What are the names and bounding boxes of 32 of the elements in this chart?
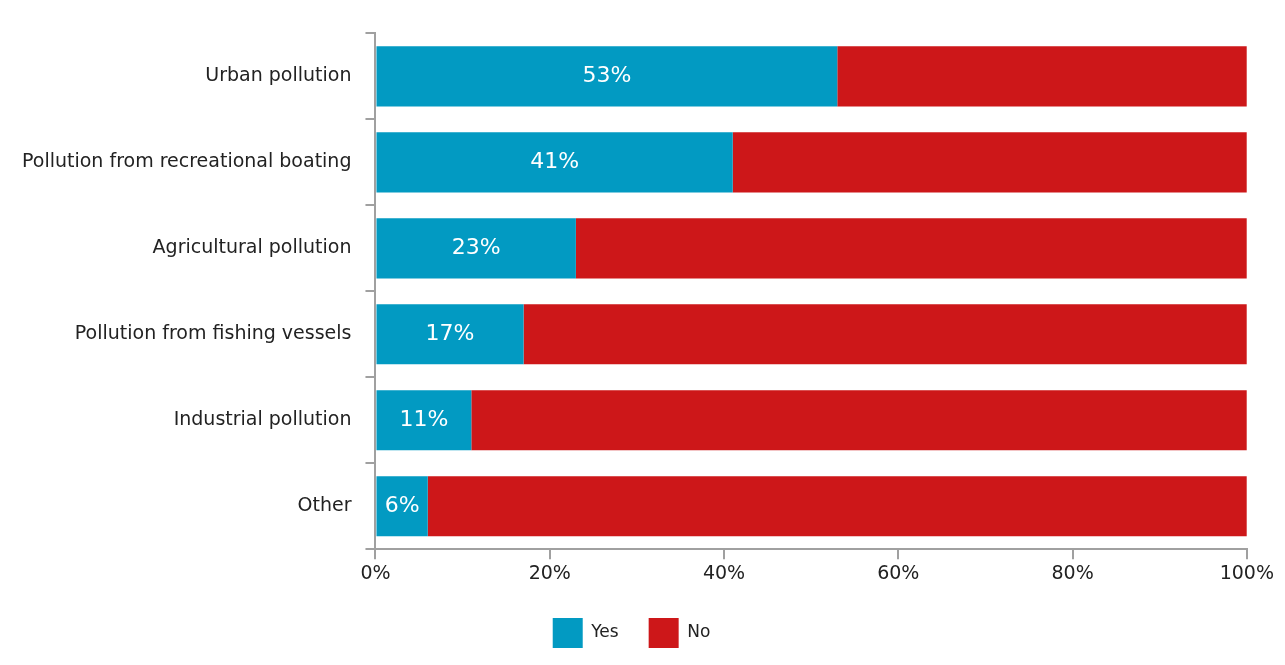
bar — [575, 218, 1247, 279]
y-tick-label: Pollution from recreational boating — [22, 149, 352, 172]
bar — [523, 304, 1247, 365]
y-tick-label: Industrial pollution — [173, 407, 352, 430]
data-label: 23% — [451, 234, 501, 260]
x-tick-label: 20% — [528, 560, 571, 583]
y-tick-label: Agricultural pollution — [152, 235, 352, 258]
x-tick-label: 100% — [1219, 560, 1274, 583]
data-label: 41% — [530, 148, 580, 174]
y-tick-label: Urban pollution — [205, 63, 352, 86]
x-tick-label: 0% — [360, 560, 391, 583]
data-label: 6% — [384, 491, 420, 517]
data-label: 53% — [582, 62, 632, 88]
bar — [732, 132, 1247, 193]
legend-label: No — [687, 621, 711, 642]
bar — [376, 46, 838, 107]
bar — [376, 390, 472, 451]
x-tick-label: 60% — [877, 560, 920, 583]
bar — [471, 390, 1247, 451]
bar — [376, 132, 733, 193]
bar — [376, 218, 576, 279]
legend-label: Yes — [590, 621, 619, 642]
bar — [427, 476, 1247, 537]
bar — [376, 476, 428, 537]
data-label: 17% — [425, 320, 475, 345]
y-tick-label: Pollution from fishing vessels — [74, 321, 352, 344]
y-tick-label: Other — [297, 493, 352, 516]
data-label: 11% — [399, 405, 449, 431]
bar — [837, 46, 1247, 107]
x-tick-label: 40% — [702, 560, 746, 583]
bar — [376, 304, 524, 365]
x-tick-label: 80% — [1051, 560, 1094, 583]
